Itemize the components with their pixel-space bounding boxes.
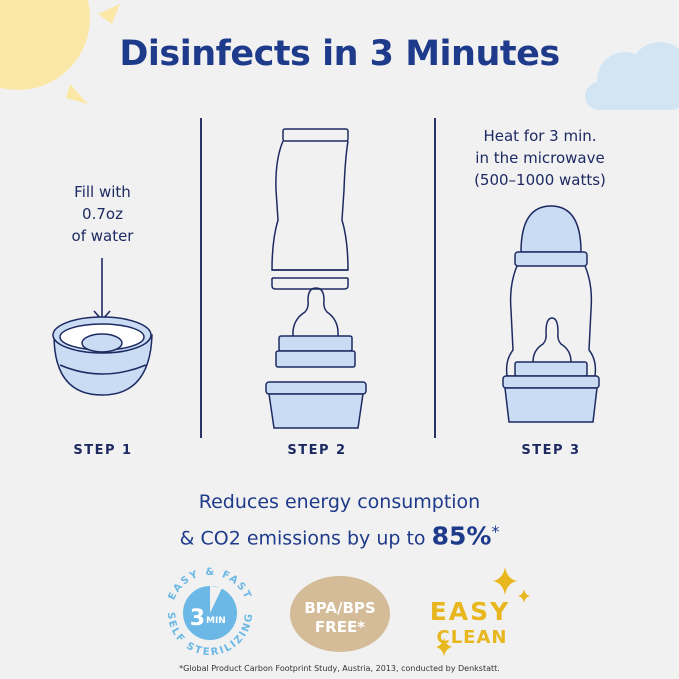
easy-clean-badge: EASY CLEAN: [430, 567, 530, 657]
step2-illustration: [265, 128, 367, 429]
divider: [434, 118, 436, 438]
sparkle-icon: [436, 567, 530, 657]
step3-label: STEP 3: [521, 443, 581, 458]
energy-text: & CO2 emissions by up to: [179, 527, 432, 550]
step1-label: STEP 1: [73, 443, 133, 458]
sterilizing-badge: EASY & FAST SELF STERILIZING 3 MIN: [165, 567, 254, 658]
clean-line2: CLEAN: [437, 627, 508, 648]
instruction-line: of water: [71, 227, 134, 245]
energy-claim: Reduces energy consumption & CO2 emissio…: [0, 488, 679, 553]
bpa-line2: FREE*: [315, 618, 365, 636]
sun-icon: [0, 0, 120, 104]
decorations: [0, 0, 679, 110]
step3-illustration: [502, 205, 600, 423]
assembled-bottle-icon: [502, 205, 600, 423]
sterilizer-bowl-icon: [52, 316, 153, 396]
cloud-icon: [585, 42, 679, 110]
asterisk: *: [491, 522, 500, 541]
step2-label: STEP 2: [287, 443, 347, 458]
energy-line2: & CO2 emissions by up to 85%*: [0, 517, 679, 553]
step1-instruction: Fill with 0.7oz of water: [40, 181, 165, 247]
badge-unit: MIN: [206, 616, 226, 626]
step3-instruction: Heat for 3 min. in the microwave (500–10…: [460, 125, 620, 191]
bpa-line1: BPA/BPS: [304, 599, 375, 617]
instruction-line: in the microwave: [475, 149, 605, 167]
step1-illustration: [52, 258, 153, 396]
energy-line1: Reduces energy consumption: [198, 491, 481, 513]
bottle-body-icon: [271, 128, 349, 290]
bpa-free-badge: BPA/BPS FREE*: [290, 576, 390, 652]
clean-line1: EASY: [430, 597, 511, 626]
arrow-down-icon: [93, 258, 111, 322]
instruction-line: (500–1000 watts): [474, 171, 606, 189]
energy-percent: 85%: [431, 521, 492, 551]
nipple-and-collar-icon: [275, 287, 356, 368]
base-cup-icon: [265, 381, 367, 429]
footnote: *Global Product Carbon Footprint Study, …: [179, 664, 500, 673]
divider: [200, 118, 202, 438]
instruction-line: Fill with: [74, 183, 131, 201]
instruction-line: 0.7oz: [82, 205, 123, 223]
badge-number: 3: [190, 606, 205, 631]
page-title: Disinfects in 3 Minutes: [119, 34, 560, 74]
instruction-line: Heat for 3 min.: [483, 127, 597, 145]
